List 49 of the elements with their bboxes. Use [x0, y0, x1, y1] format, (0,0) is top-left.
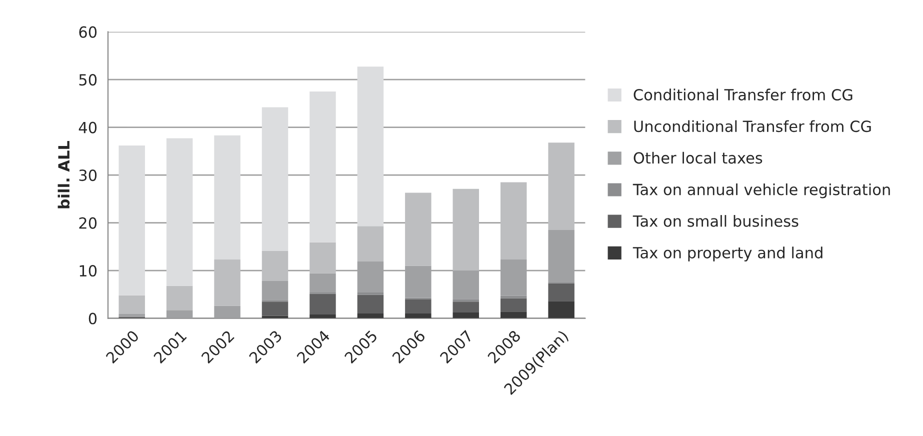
y-tick-label: 10	[80, 265, 97, 277]
bar	[166, 286, 193, 310]
bar	[310, 273, 336, 292]
y-tick-label: 20	[79, 217, 97, 229]
bar	[357, 294, 384, 314]
bar	[262, 107, 288, 251]
bar	[214, 135, 240, 260]
bar	[357, 66, 384, 226]
bar	[452, 299, 480, 302]
y-tick-label: 50	[79, 74, 97, 86]
legend-label: Conditional Transfer from CG	[634, 88, 852, 101]
bar	[118, 295, 145, 314]
bar	[166, 310, 193, 318]
bar	[500, 312, 527, 318]
bar	[548, 142, 574, 230]
y-tick-label: 0	[88, 312, 97, 324]
bar	[166, 138, 193, 286]
bar	[405, 314, 432, 318]
bar	[357, 314, 384, 318]
bar	[548, 301, 574, 318]
legend-label: Tax on property and land	[632, 246, 822, 262]
bar	[357, 226, 384, 262]
bar	[405, 299, 432, 314]
legend-label: Tax on small business	[632, 215, 798, 227]
bar	[214, 260, 240, 306]
bar	[452, 302, 480, 313]
bar	[405, 192, 432, 266]
bar	[214, 306, 240, 318]
y-axis-title: bill. ALL	[58, 140, 70, 208]
bar	[310, 242, 336, 274]
bar	[548, 283, 574, 302]
bar	[118, 314, 145, 316]
bar	[310, 314, 336, 318]
y-tick-label: 40	[78, 122, 97, 134]
bar	[118, 145, 145, 296]
bar	[310, 294, 336, 314]
bar	[310, 92, 336, 242]
legend-label: Other local taxes	[634, 152, 762, 164]
legend-label: Tax on annual vehicle registration	[632, 183, 890, 198]
bar	[452, 312, 480, 318]
bar	[262, 281, 288, 300]
bar	[452, 188, 480, 271]
bar	[262, 302, 288, 316]
legend-label: Unconditional Transfer from CG	[634, 120, 871, 132]
y-tick-label: 60	[79, 26, 97, 38]
bar	[500, 298, 527, 312]
bar	[500, 182, 527, 260]
bar	[262, 250, 288, 282]
y-tick-label: 30	[79, 170, 97, 182]
